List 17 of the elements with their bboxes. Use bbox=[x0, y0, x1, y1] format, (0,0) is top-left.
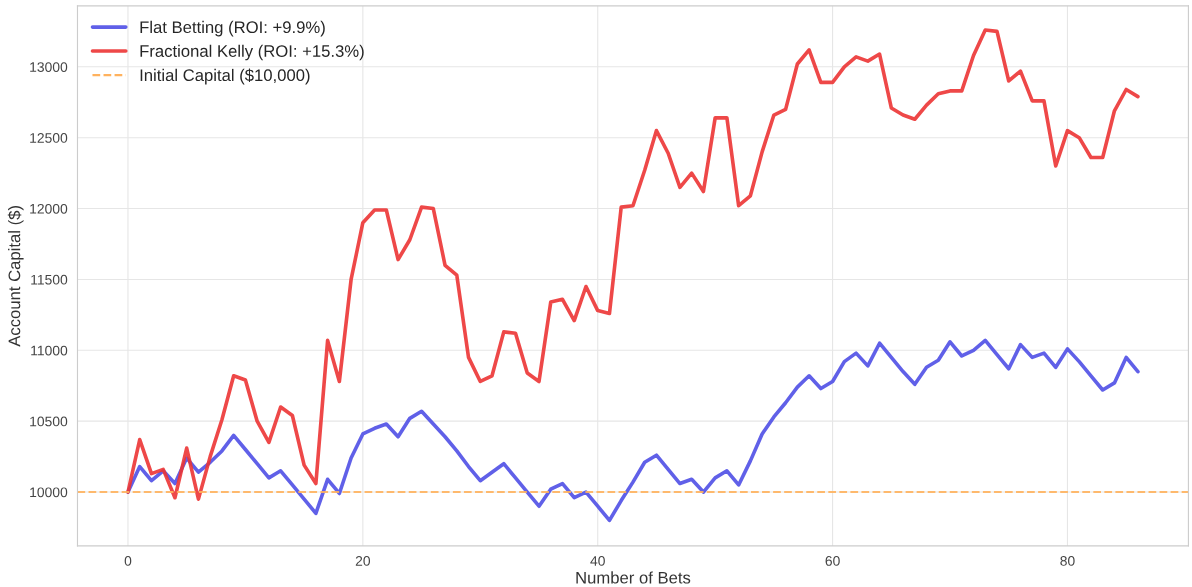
x-tick-label: 0 bbox=[124, 556, 132, 566]
y-axis-title: Account Capital ($) bbox=[7, 206, 24, 347]
x-tick-label: 80 bbox=[1060, 556, 1075, 566]
x-tick-label: 40 bbox=[590, 556, 605, 566]
y-tick-label: 11000 bbox=[31, 345, 68, 356]
y-tick-label: 10500 bbox=[30, 416, 68, 427]
legend-label: Fractional Kelly (ROI: +15.3%) bbox=[140, 44, 364, 61]
x-tick-label: 60 bbox=[825, 556, 840, 566]
y-tick-label: 10000 bbox=[30, 487, 68, 498]
y-tick-label: 13000 bbox=[30, 62, 68, 72]
x-tick-label: 20 bbox=[355, 556, 371, 566]
y-tick-label: 12000 bbox=[30, 203, 68, 214]
x-axis-title: Number of Bets bbox=[576, 571, 691, 584]
legend-label: Flat Betting (ROI: +9.9%) bbox=[140, 20, 325, 37]
y-tick-label: 12500 bbox=[30, 133, 68, 143]
legend-label: Initial Capital ($10,000) bbox=[140, 68, 310, 85]
y-tick-label: 11500 bbox=[31, 274, 68, 285]
